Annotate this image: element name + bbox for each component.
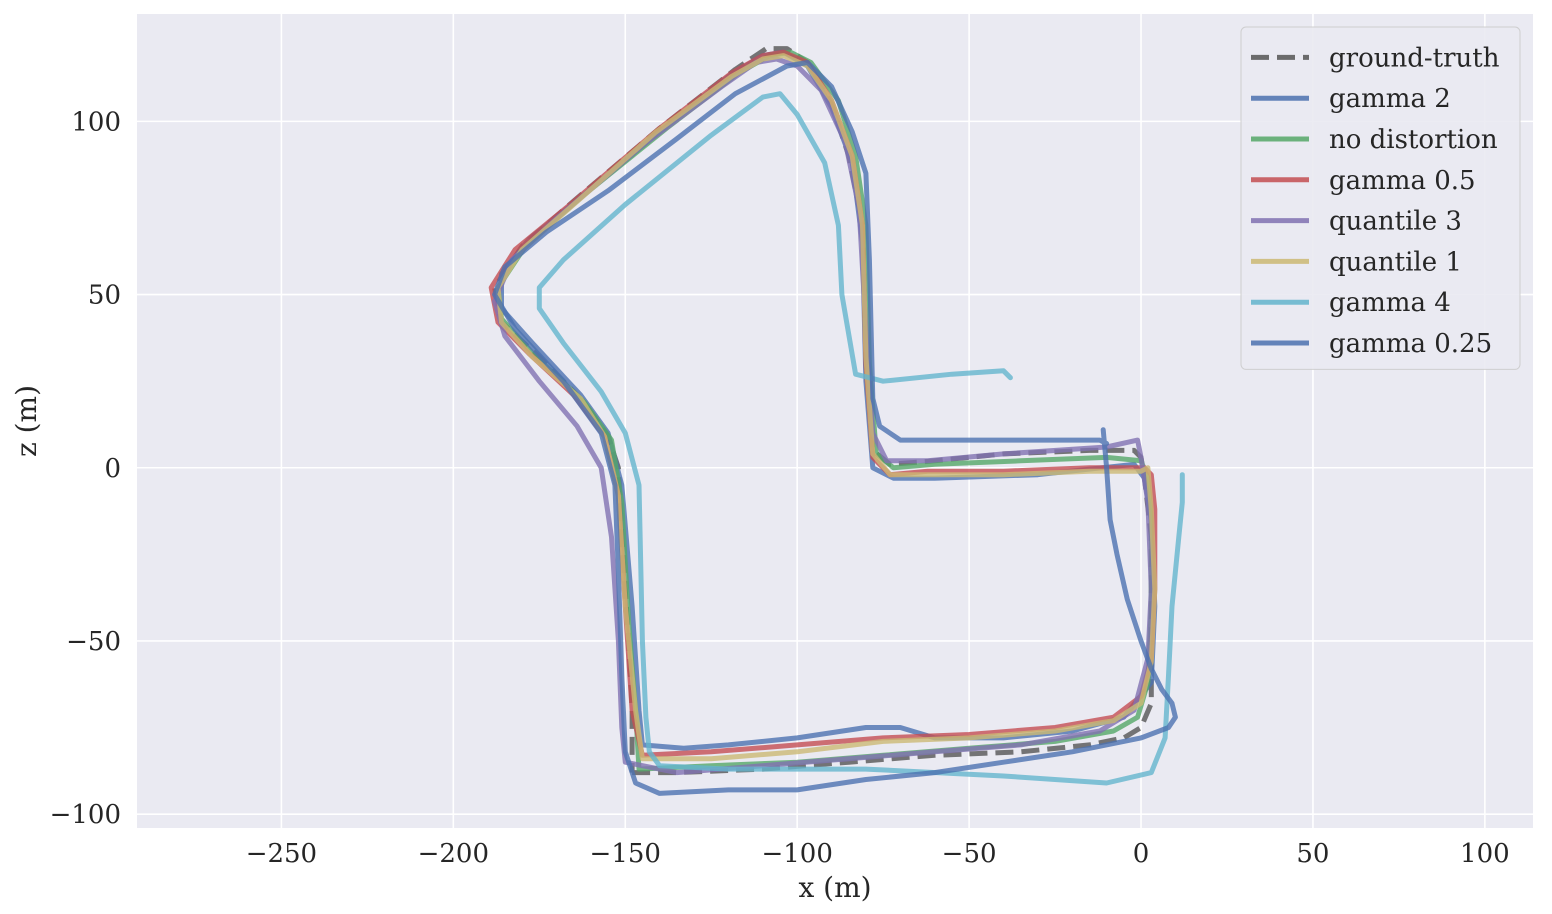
legend-entry: gamma 4 <box>1329 288 1451 318</box>
x-tick-label: −150 <box>590 839 661 869</box>
x-tick-labels: −250 −200 −150 −100 −50 0 50 100 <box>246 839 1510 869</box>
x-axis-label: x (m) <box>798 871 871 904</box>
legend-entry: ground-truth <box>1329 43 1500 73</box>
y-tick-label: 0 <box>104 454 121 484</box>
legend-entry: gamma 0.5 <box>1329 166 1476 196</box>
legend-entry: gamma 0.25 <box>1329 329 1492 359</box>
legend-entry: quantile 3 <box>1329 207 1462 237</box>
x-tick-label: 100 <box>1460 839 1510 869</box>
y-tick-label: 50 <box>88 281 121 311</box>
legend-box <box>1240 26 1521 370</box>
legend-entry: gamma 2 <box>1329 84 1451 114</box>
y-tick-label: −100 <box>50 800 121 830</box>
series-line <box>495 49 1154 772</box>
y-axis-label: z (m) <box>10 385 43 457</box>
x-tick-label: −100 <box>761 839 832 869</box>
series-line <box>495 53 1158 762</box>
series-line <box>492 60 1178 796</box>
legend: ground-truth gamma 2 no distortion gamma 0.… <box>1240 26 1521 370</box>
x-tick-label: 50 <box>1296 839 1329 869</box>
legend-entry: no distortion <box>1329 125 1498 155</box>
y-tick-label: 100 <box>71 107 121 137</box>
y-tick-labels: −100 −50 0 50 100 <box>50 107 121 830</box>
x-tick-label: 0 <box>1133 839 1150 869</box>
trajectory-lines <box>488 46 1185 796</box>
legend-entry: quantile 1 <box>1329 247 1462 277</box>
x-tick-label: −250 <box>246 839 317 869</box>
x-tick-label: −200 <box>418 839 489 869</box>
x-tick-label: −50 <box>942 839 997 869</box>
series-line <box>536 91 1185 786</box>
y-tick-label: −50 <box>66 627 121 657</box>
